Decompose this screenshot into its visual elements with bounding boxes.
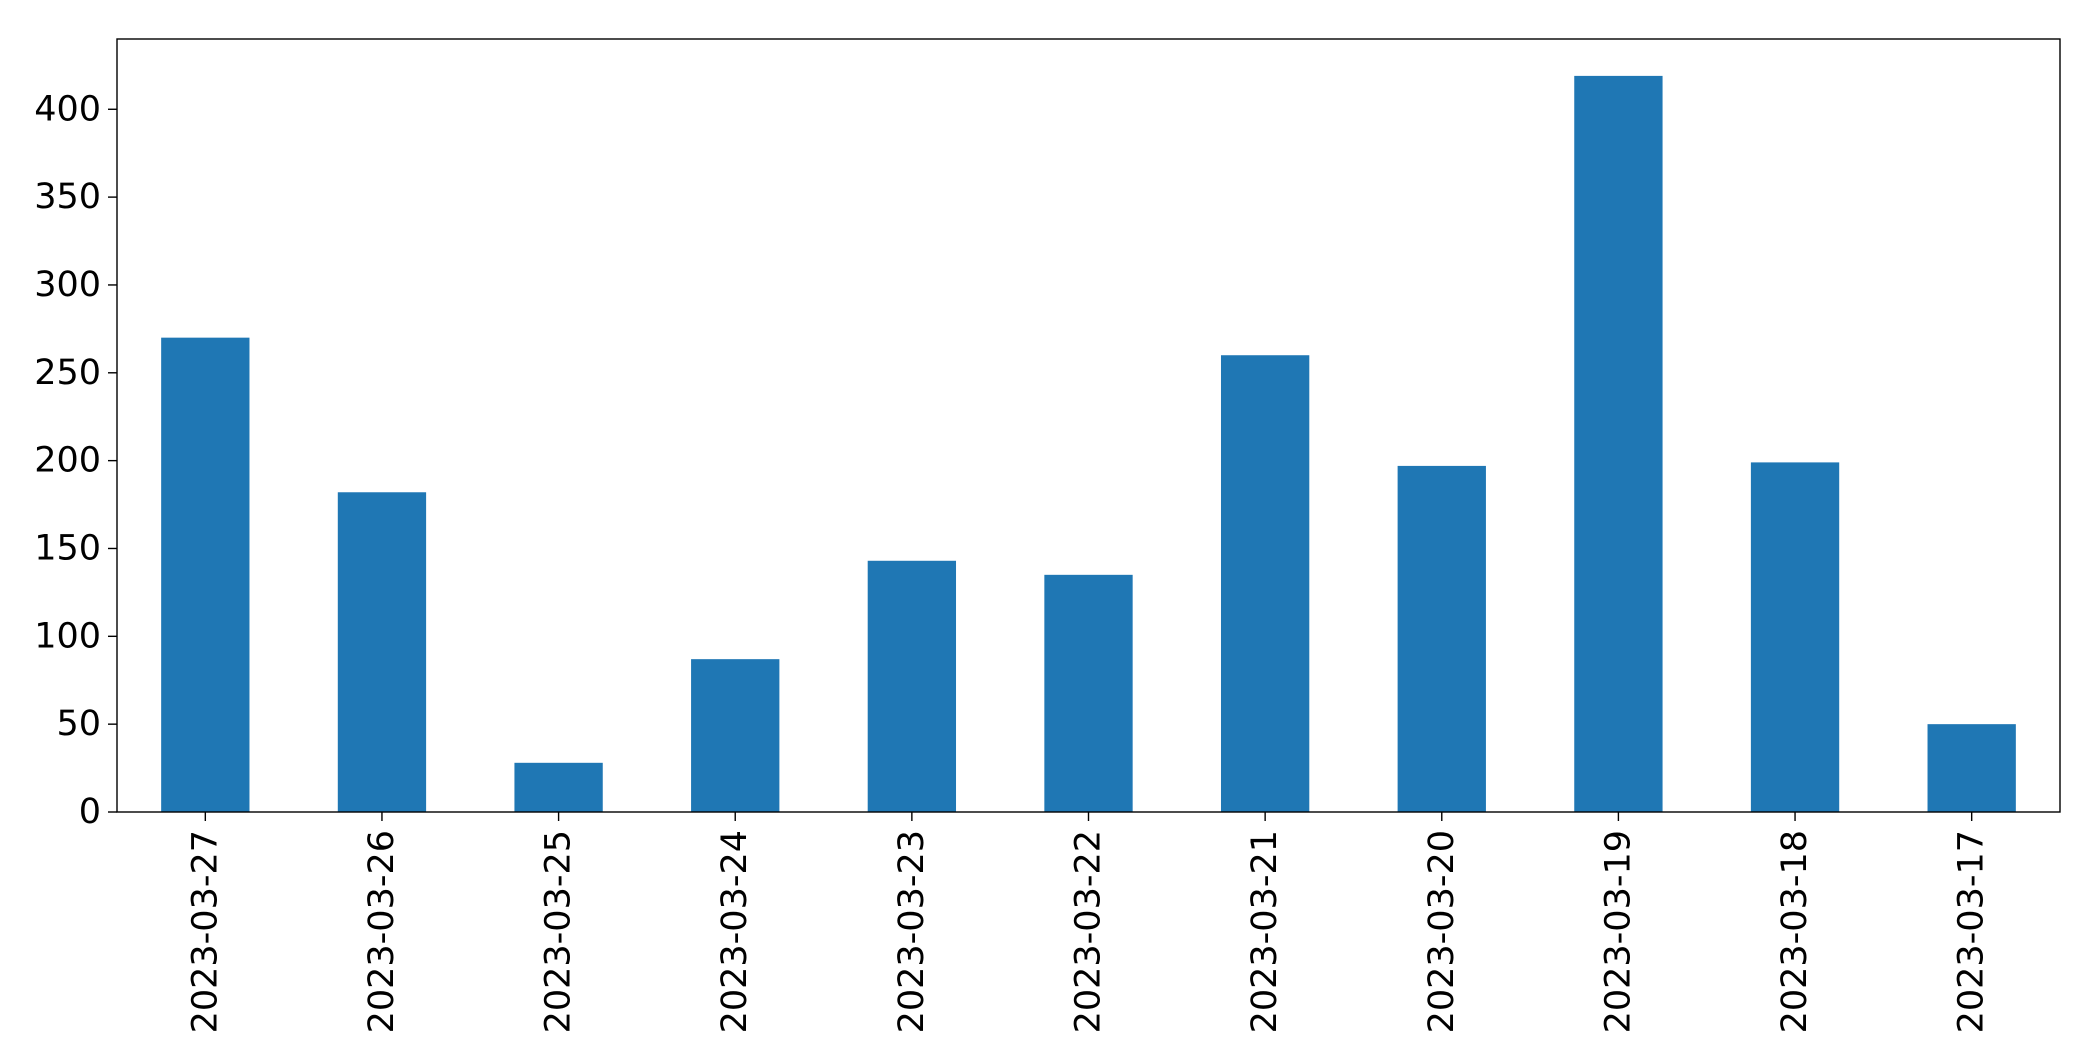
x-tick-label: 2023-03-25 (539, 830, 579, 1033)
y-tick-label: 200 (34, 441, 101, 481)
bar (337, 492, 427, 812)
x-axis: 2023-03-27 2023-03-26 2023-03-25 2023-03-24… (185, 812, 1992, 1033)
bar (161, 337, 250, 812)
x-tick-label: 2023-03-27 (185, 830, 225, 1033)
x-tick-label: 2023-03-20 (1422, 830, 1462, 1033)
x-tick-label: 2023-03-22 (1069, 830, 1109, 1033)
bar (1220, 355, 1310, 812)
y-tick-label: 250 (34, 353, 101, 393)
x-tick-label: 2023-03-26 (362, 830, 402, 1033)
y-tick-label: 400 (34, 89, 101, 129)
bar (1574, 75, 1663, 812)
bar (1044, 574, 1133, 812)
x-tick-label: 2023-03-23 (892, 830, 932, 1033)
bar (867, 560, 957, 812)
bar (1750, 462, 1840, 812)
bar (1397, 465, 1486, 812)
y-tick-label: 150 (34, 528, 101, 568)
bar (1927, 724, 2016, 812)
x-tick-label: 2023-03-17 (1952, 830, 1992, 1033)
y-tick-label: 0 (79, 792, 101, 832)
x-tick-label: 2023-03-19 (1598, 830, 1638, 1033)
y-tick-label: 100 (34, 616, 101, 656)
y-tick-label: 300 (34, 265, 101, 305)
bars-layer (161, 75, 2016, 812)
x-tick-label: 2023-03-24 (715, 830, 755, 1033)
bar (691, 659, 780, 812)
plot-frame (116, 38, 2061, 813)
x-tick-label: 2023-03-21 (1245, 830, 1285, 1033)
y-tick-label: 50 (56, 704, 101, 744)
bar (514, 762, 603, 812)
y-tick-label: 350 (34, 177, 101, 217)
x-tick-label: 2023-03-18 (1775, 830, 1815, 1033)
y-axis: 0 50 100 150 200 250 300 350 400 (34, 89, 117, 832)
